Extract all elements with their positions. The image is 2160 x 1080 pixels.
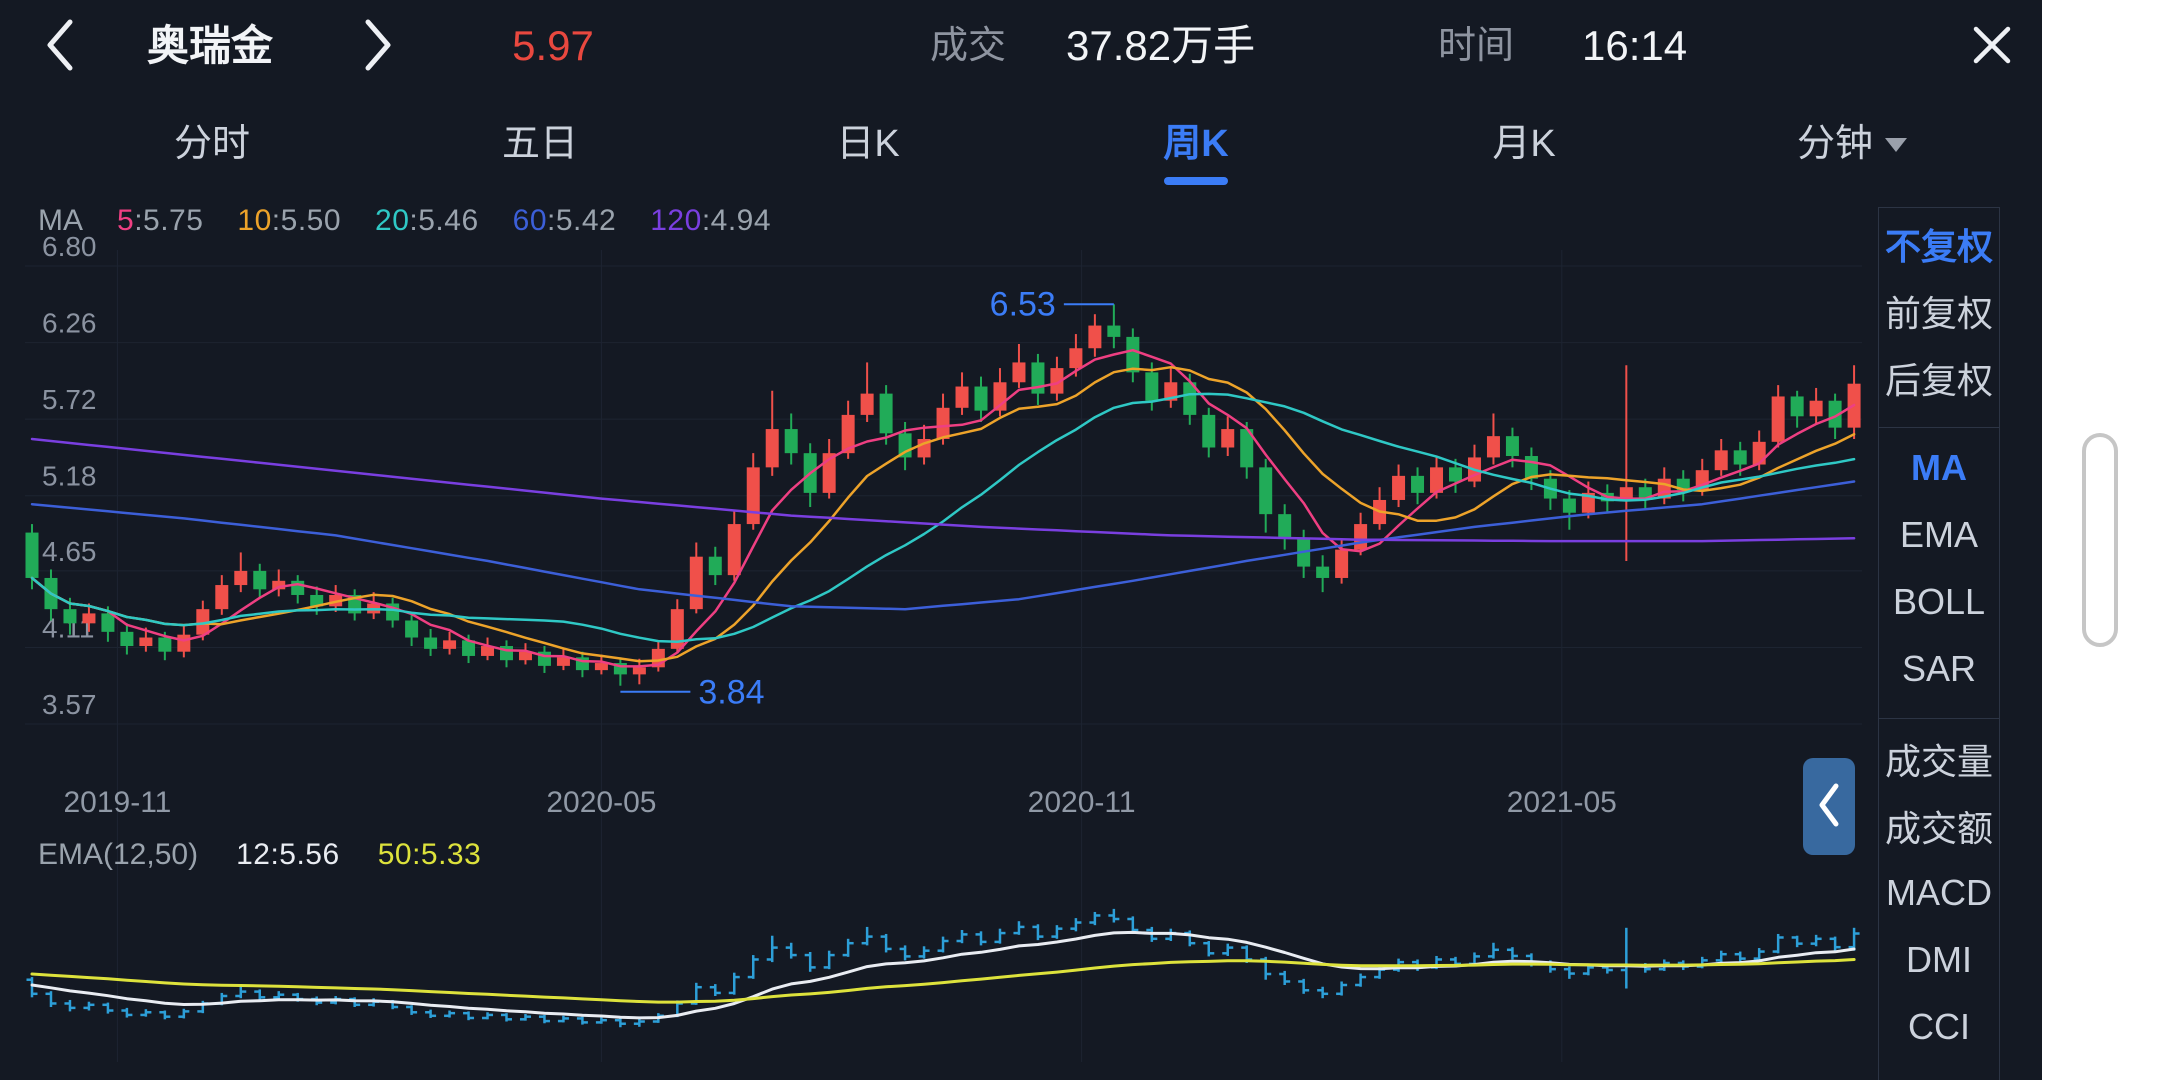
legend-item: 10:5.50 — [237, 204, 342, 237]
tab-label: 分时 — [173, 122, 250, 165]
svg-text:4.65: 4.65 — [42, 536, 97, 567]
edge-scrollbar-handle[interactable] — [2082, 433, 2118, 647]
tab-active-indicator — [1164, 176, 1228, 185]
sidebar-item-adjust-backward[interactable]: 后复权 — [1884, 359, 1993, 401]
svg-text:3.84: 3.84 — [698, 674, 764, 712]
chevron-down-icon — [1885, 137, 1907, 152]
time-label: 时间 — [1438, 25, 1515, 67]
sidebar-item-indicator-ma[interactable]: MA — [1911, 446, 1967, 488]
tab-monthly-k[interactable]: 月K — [1360, 96, 1688, 200]
sidebar-item-indicator-macd[interactable]: MACD — [1886, 871, 1992, 913]
time-value: 16:14 — [1582, 22, 1688, 69]
legend-item: 12:5.56 — [236, 838, 340, 871]
legend-item: 120:4.94 — [650, 204, 772, 237]
svg-text:2020-05: 2020-05 — [546, 786, 656, 819]
chevron-left-icon — [1809, 772, 1849, 841]
tab-active-indicator — [836, 177, 900, 185]
last-price: 5.97 — [512, 22, 594, 69]
forward-button[interactable] — [348, 0, 408, 92]
sidebar-item-adjust-forward[interactable]: 前复权 — [1884, 292, 1993, 334]
stock-chart-app: 6.80 6.26 5.72 5.18 4.65 4.11 3.57 2019-11 2020-… — [0, 0, 2042, 1080]
close-button[interactable] — [1962, 0, 2022, 92]
tab-label: 五日 — [501, 122, 578, 165]
stock-title: 奥瑞金 — [146, 22, 273, 69]
chevron-left-icon — [36, 12, 84, 81]
period-tab-bar: 分时 五日 日K 周K 月K 分钟 — [48, 96, 2016, 200]
tab-label: 日K — [836, 122, 900, 165]
back-button[interactable] — [30, 0, 90, 92]
chevron-right-icon — [354, 12, 402, 81]
svg-text:6.53: 6.53 — [990, 285, 1056, 323]
legend-title: EMA(12,50) — [38, 838, 199, 871]
tab-active-indicator — [180, 177, 244, 185]
legend-item: 5:5.75 — [117, 204, 204, 237]
tab-active-indicator — [1492, 177, 1556, 185]
volume-label: 成交 — [930, 25, 1007, 67]
svg-text:4.11: 4.11 — [42, 612, 94, 643]
sidebar-group: MA EMA BOLL SAR — [1879, 427, 1999, 704]
legend-item: 50:5.33 — [377, 838, 482, 871]
tab-five-day[interactable]: 五日 — [376, 96, 704, 200]
sidebar-item-indicator-dmi[interactable]: DMI — [1906, 938, 1972, 980]
svg-text:6.26: 6.26 — [42, 308, 97, 339]
tab-label: 月K — [1492, 122, 1556, 165]
legend-item: 60:5.42 — [512, 204, 617, 237]
tab-label: 分钟 — [1797, 112, 1907, 167]
sidebar-item-indicator-sar[interactable]: SAR — [1901, 647, 1977, 689]
tab-label: 周K — [1163, 122, 1229, 165]
tab-active-indicator — [508, 177, 572, 185]
sidebar-item-indicator-volume[interactable]: 成交量 — [1884, 740, 1993, 782]
tab-weekly-k[interactable]: 周K — [1032, 96, 1360, 200]
svg-text:2020-11: 2020-11 — [1028, 786, 1136, 819]
ma-legend: MA 5:5.75 10:5.50 20:5.46 60:5.42 120:4.94 — [38, 204, 771, 238]
tab-minute-k[interactable]: 分钟 — [1688, 96, 2016, 200]
sidebar-item-indicator-cci[interactable]: CCI — [1908, 1005, 1970, 1047]
svg-text:5.18: 5.18 — [42, 461, 97, 492]
collapse-sidebar-button[interactable] — [1803, 758, 1855, 855]
sidebar-group: 成交量成交额 MACD DMI CCI — [1879, 718, 1999, 1062]
sidebar-item-indicator-turnover[interactable]: 成交额 — [1884, 807, 1993, 849]
volume-value: 37.82万手 — [1066, 22, 1256, 69]
tab-active-indicator — [1820, 177, 1884, 185]
tab-daily-k[interactable]: 日K — [704, 96, 1032, 200]
svg-text:5.72: 5.72 — [42, 384, 97, 415]
top-bar: 奥瑞金 5.97 成交 37.82万手 时间 16:14 — [0, 0, 2042, 92]
close-icon — [1965, 18, 2019, 75]
svg-text:2021-05: 2021-05 — [1507, 786, 1617, 819]
legend-item: 20:5.46 — [375, 204, 479, 237]
svg-text:3.57: 3.57 — [42, 689, 97, 720]
sidebar-item-indicator-boll[interactable]: BOLL — [1892, 580, 1986, 622]
sidebar-item-indicator-ema[interactable]: EMA — [1899, 513, 1978, 555]
sidebar-group: 不复权 前复权 后复权 — [1879, 208, 1999, 413]
sidebar-item-adjust-none[interactable]: 不复权 — [1884, 225, 1993, 267]
svg-text:2019-11: 2019-11 — [63, 786, 171, 819]
ema-legend: EMA(12,50) 12:5.56 50:5.33 — [38, 838, 481, 872]
right-edge-strip — [2042, 0, 2160, 1080]
legend-title: MA — [38, 204, 83, 237]
indicator-sidebar: 不复权前复权后复权 MA EMA BOLL SAR 成交量成交额 MACD DMI CCI — [1878, 207, 2000, 1080]
tab-time-sharing[interactable]: 分时 — [48, 96, 376, 200]
